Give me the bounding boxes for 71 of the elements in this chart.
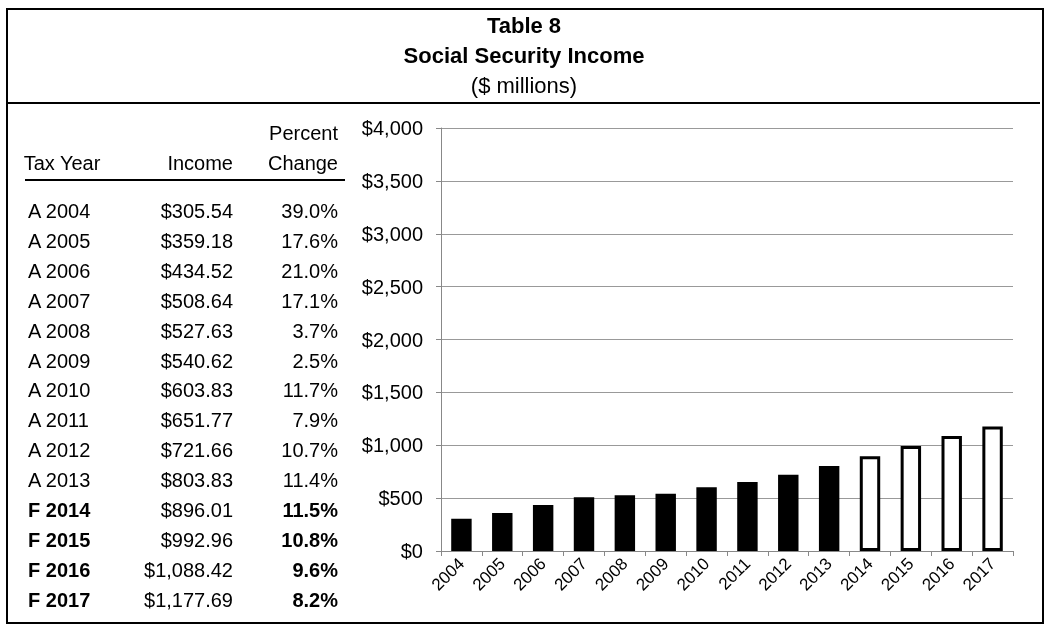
y-tick-label: $2,500 <box>361 275 423 298</box>
text: 21.0% <box>280 259 338 283</box>
text: F 2017 <box>28 588 91 612</box>
bar <box>818 466 840 551</box>
text: 9.6% <box>291 558 338 582</box>
bar <box>778 474 799 551</box>
text: $434.52 <box>159 259 233 283</box>
text: F 2016 <box>28 558 91 582</box>
y-tick-label: $1,000 <box>361 434 423 457</box>
text: 17.6% <box>280 229 338 253</box>
text: 3.7% <box>291 319 338 343</box>
text: A 2011 <box>28 409 89 433</box>
text: $540.62 <box>159 349 233 373</box>
y-tick-label: $2,000 <box>361 328 423 351</box>
text: $992.96 <box>159 528 233 552</box>
bar <box>451 518 472 551</box>
bar <box>532 505 554 551</box>
text: 11.7% <box>281 379 338 403</box>
text: $651.77 <box>159 409 233 433</box>
text: 11.4% <box>281 469 338 493</box>
text: Income <box>167 151 233 176</box>
bar <box>492 513 513 551</box>
text: Social Security Income <box>402 42 646 70</box>
text: A 2005 <box>28 229 91 253</box>
text: 10.8% <box>280 528 338 552</box>
text: 11.5% <box>281 499 338 522</box>
y-tick-label: $1,500 <box>361 381 423 404</box>
text: 2.5% <box>291 349 338 373</box>
text: 8.2% <box>291 588 338 612</box>
text: $359.18 <box>159 229 233 253</box>
y-tick-label: $3,000 <box>361 222 423 245</box>
text: 17.1% <box>280 289 338 313</box>
text: $305.54 <box>159 200 233 223</box>
y-tick-label: $3,500 <box>361 169 423 192</box>
text: A 2010 <box>28 379 91 403</box>
text: A 2013 <box>28 469 91 493</box>
text: A 2009 <box>28 349 91 373</box>
y-tick-label: $4,000 <box>361 117 423 139</box>
bar <box>614 495 636 551</box>
bar <box>941 435 962 551</box>
text: F 2014 <box>28 499 91 522</box>
text: Tax Year <box>22 151 102 176</box>
text: A 2008 <box>28 319 91 343</box>
text: $603.83 <box>159 379 233 403</box>
text: $896.01 <box>159 499 233 522</box>
text: $508.64 <box>159 289 233 313</box>
text: $721.66 <box>159 439 233 463</box>
bar <box>737 482 758 551</box>
text: A 2004 <box>28 200 91 223</box>
text: A 2012 <box>28 439 91 463</box>
text: $527.63 <box>159 319 233 343</box>
text: Percent Change <box>266 121 338 176</box>
bar <box>655 493 676 551</box>
bar <box>982 426 1003 551</box>
bar <box>900 445 922 551</box>
text: $803.83 <box>159 469 233 493</box>
text: A 2006 <box>28 259 91 283</box>
bar <box>696 487 717 551</box>
text: 39.0% <box>280 200 338 223</box>
y-tick-label: $500 <box>378 487 423 510</box>
text: ($ millions) <box>469 72 579 100</box>
y-tick-label: $0 <box>400 540 423 562</box>
text: 7.9% <box>291 409 338 433</box>
text: $1,088.42 <box>143 558 233 582</box>
bar <box>859 456 881 551</box>
text: F 2015 <box>28 528 91 552</box>
text: 10.7% <box>280 439 338 463</box>
bar <box>573 497 595 551</box>
text: Table 8 <box>485 12 563 40</box>
text: A 2007 <box>28 289 91 313</box>
text: $1,177.69 <box>143 588 233 612</box>
